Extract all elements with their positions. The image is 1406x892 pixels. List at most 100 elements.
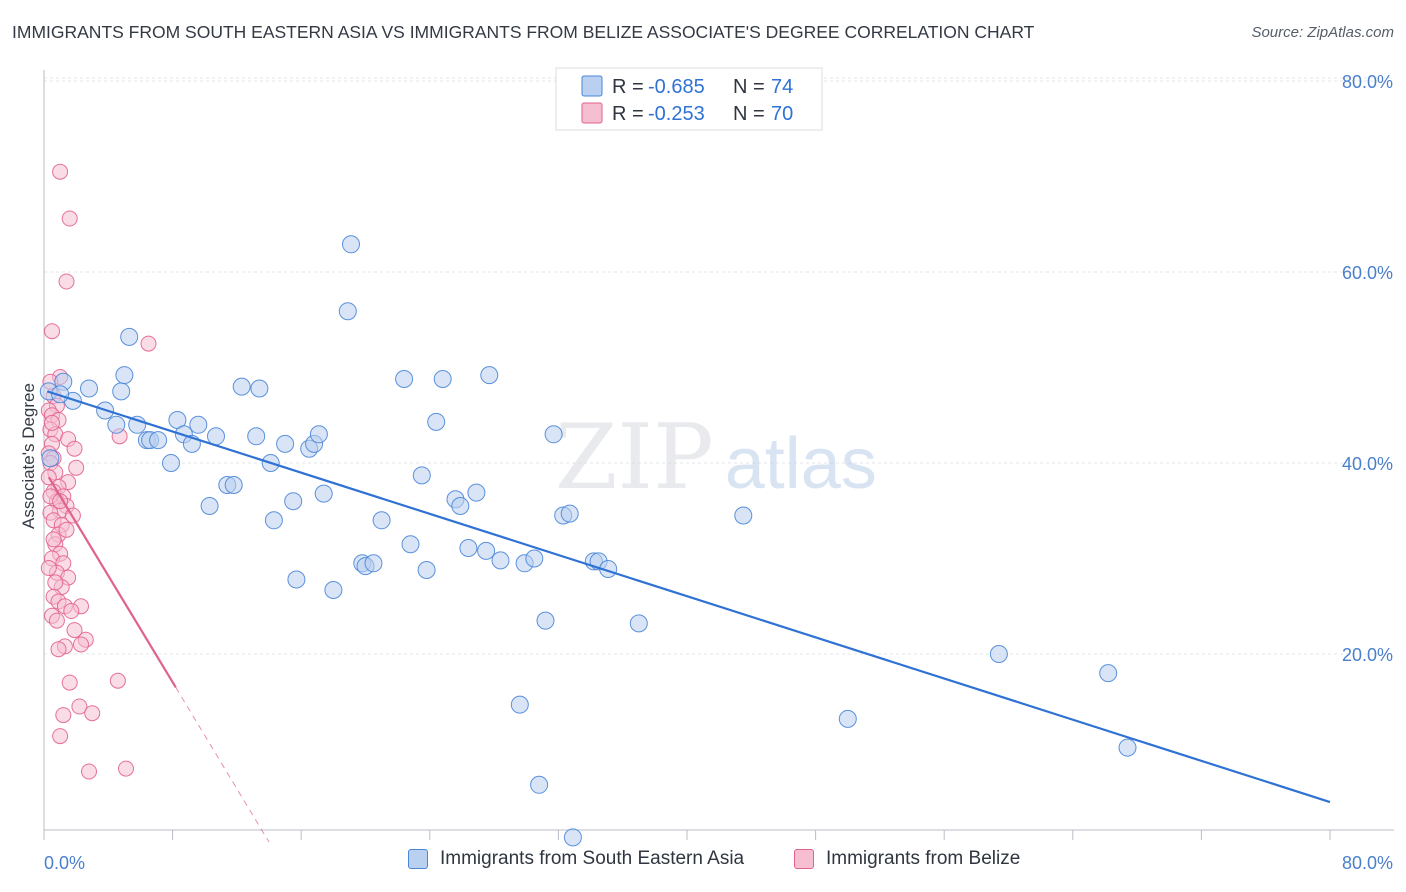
y-tick-label-3: 80.0% [1342, 72, 1393, 92]
bottom-legend-item-sea: Immigrants from South Eastern Asia [408, 848, 744, 870]
sea-point-71 [1118, 738, 1137, 757]
watermark-atlas: atlas [725, 424, 877, 504]
sea-point-73 [51, 385, 70, 404]
belize-point-67 [47, 574, 64, 591]
trend-line-sea [46, 390, 1331, 804]
bottom-legend-label-belize: Immigrants from Belize [826, 848, 1021, 869]
legend-n-value-1: 70 [771, 103, 793, 125]
sea-point-49 [459, 539, 478, 557]
sea-point-57 [530, 775, 549, 794]
belize-point-59 [52, 728, 69, 745]
sea-point-52 [480, 366, 499, 385]
sea-point-13 [162, 454, 180, 472]
legend-r-label-0: R = [612, 76, 644, 98]
belize-point-54 [61, 674, 78, 691]
y-tick-label-2: 60.0% [1342, 263, 1393, 283]
tick-labels: 20.0% 40.0% 60.0% 80.0% 0.0% 80.0% [44, 72, 1393, 873]
sea-point-44 [417, 561, 436, 579]
series-belize-points [40, 163, 157, 780]
sea-point-12 [149, 431, 168, 450]
sea-point-45 [427, 412, 446, 431]
legend-n-label-1: N = [733, 103, 765, 125]
sea-point-23 [247, 427, 266, 446]
sea-point-26 [264, 511, 283, 530]
sea-point-61 [560, 504, 579, 523]
sea-point-19 [207, 427, 225, 446]
sea-point-67 [734, 506, 753, 525]
sea-point-51 [477, 541, 496, 560]
x-tick-label-0: 0.0% [44, 853, 85, 873]
sea-point-33 [314, 484, 333, 503]
sea-point-43 [412, 466, 431, 485]
sea-point-34 [324, 581, 343, 599]
belize-point-1 [61, 210, 78, 227]
sea-point-32 [309, 425, 328, 444]
trend-line-belize-extension [175, 687, 270, 843]
chart-title: IMMIGRANTS FROM SOUTH EASTERN ASIA VS IM… [12, 22, 1035, 42]
source-credit: Source: ZipAtlas.com [1251, 24, 1394, 41]
sea-point-69 [989, 645, 1008, 663]
belize-point-49 [48, 612, 65, 629]
belize-point-68 [66, 622, 83, 639]
belize-point-66 [40, 560, 57, 576]
grid-lines [44, 77, 1394, 655]
legend-r-value-0: -0.685 [648, 76, 705, 98]
watermark-zip: ZIP [555, 405, 714, 510]
sea-point-53 [491, 551, 510, 570]
sea-point-29 [287, 570, 306, 589]
sea-point-36 [338, 302, 357, 321]
sea-point-21 [224, 476, 243, 494]
legend-swatch-pink [581, 102, 603, 124]
trend-line-belize [47, 476, 177, 688]
sea-point-42 [401, 535, 420, 554]
sea-point-28 [284, 492, 303, 511]
belize-point-65 [58, 521, 75, 538]
sea-point-70 [1099, 664, 1118, 683]
belize-point-3 [44, 323, 60, 340]
sea-point-41 [395, 370, 414, 388]
sea-point-7 [115, 366, 134, 385]
belize-point-21 [68, 459, 85, 476]
belize-point-69 [44, 414, 60, 431]
sea-point-35 [342, 235, 360, 254]
belize-point-23 [40, 469, 57, 486]
series-south-eastern-asia-points [39, 235, 1137, 847]
belize-point-60 [81, 763, 97, 780]
belize-point-4 [140, 335, 157, 352]
sea-point-59 [544, 425, 563, 444]
sea-point-18 [200, 497, 219, 515]
sea-point-58 [536, 611, 555, 630]
belize-point-0 [52, 163, 69, 180]
belize-point-51 [73, 636, 89, 653]
sea-point-5 [107, 415, 126, 434]
sea-point-72 [41, 449, 60, 468]
bottom-legend-label-sea: Immigrants from South Eastern Asia [440, 848, 745, 869]
sea-point-66 [629, 614, 648, 633]
sea-point-6 [112, 382, 131, 401]
sea-point-40 [372, 511, 391, 530]
sea-point-24 [250, 379, 269, 398]
belize-point-63 [52, 493, 69, 510]
belize-point-47 [63, 603, 80, 619]
bottom-legend-swatch-blue [408, 849, 428, 869]
belize-point-2 [58, 273, 75, 290]
sea-point-17 [189, 415, 208, 434]
sea-point-46 [433, 370, 452, 388]
sea-point-8 [120, 327, 139, 346]
sea-point-27 [276, 434, 295, 453]
belize-point-57 [84, 705, 101, 722]
legend-swatch-blue [581, 75, 603, 97]
belize-point-17 [66, 440, 83, 457]
watermark: ZIP atlas [555, 405, 877, 510]
bottom-legend-item-belize: Immigrants from Belize [794, 848, 1020, 870]
belize-point-55 [109, 672, 126, 689]
y-axis-title: Associate's Degree [19, 383, 38, 529]
sea-point-22 [232, 377, 251, 396]
sea-point-50 [467, 483, 486, 502]
sea-point-48 [451, 497, 470, 515]
bottom-legend-swatch-pink [794, 849, 814, 869]
belize-point-61 [118, 760, 134, 777]
legend-r-label-1: R = [612, 103, 644, 125]
legend-n-value-0: 74 [771, 76, 793, 98]
sea-point-62 [563, 828, 582, 847]
